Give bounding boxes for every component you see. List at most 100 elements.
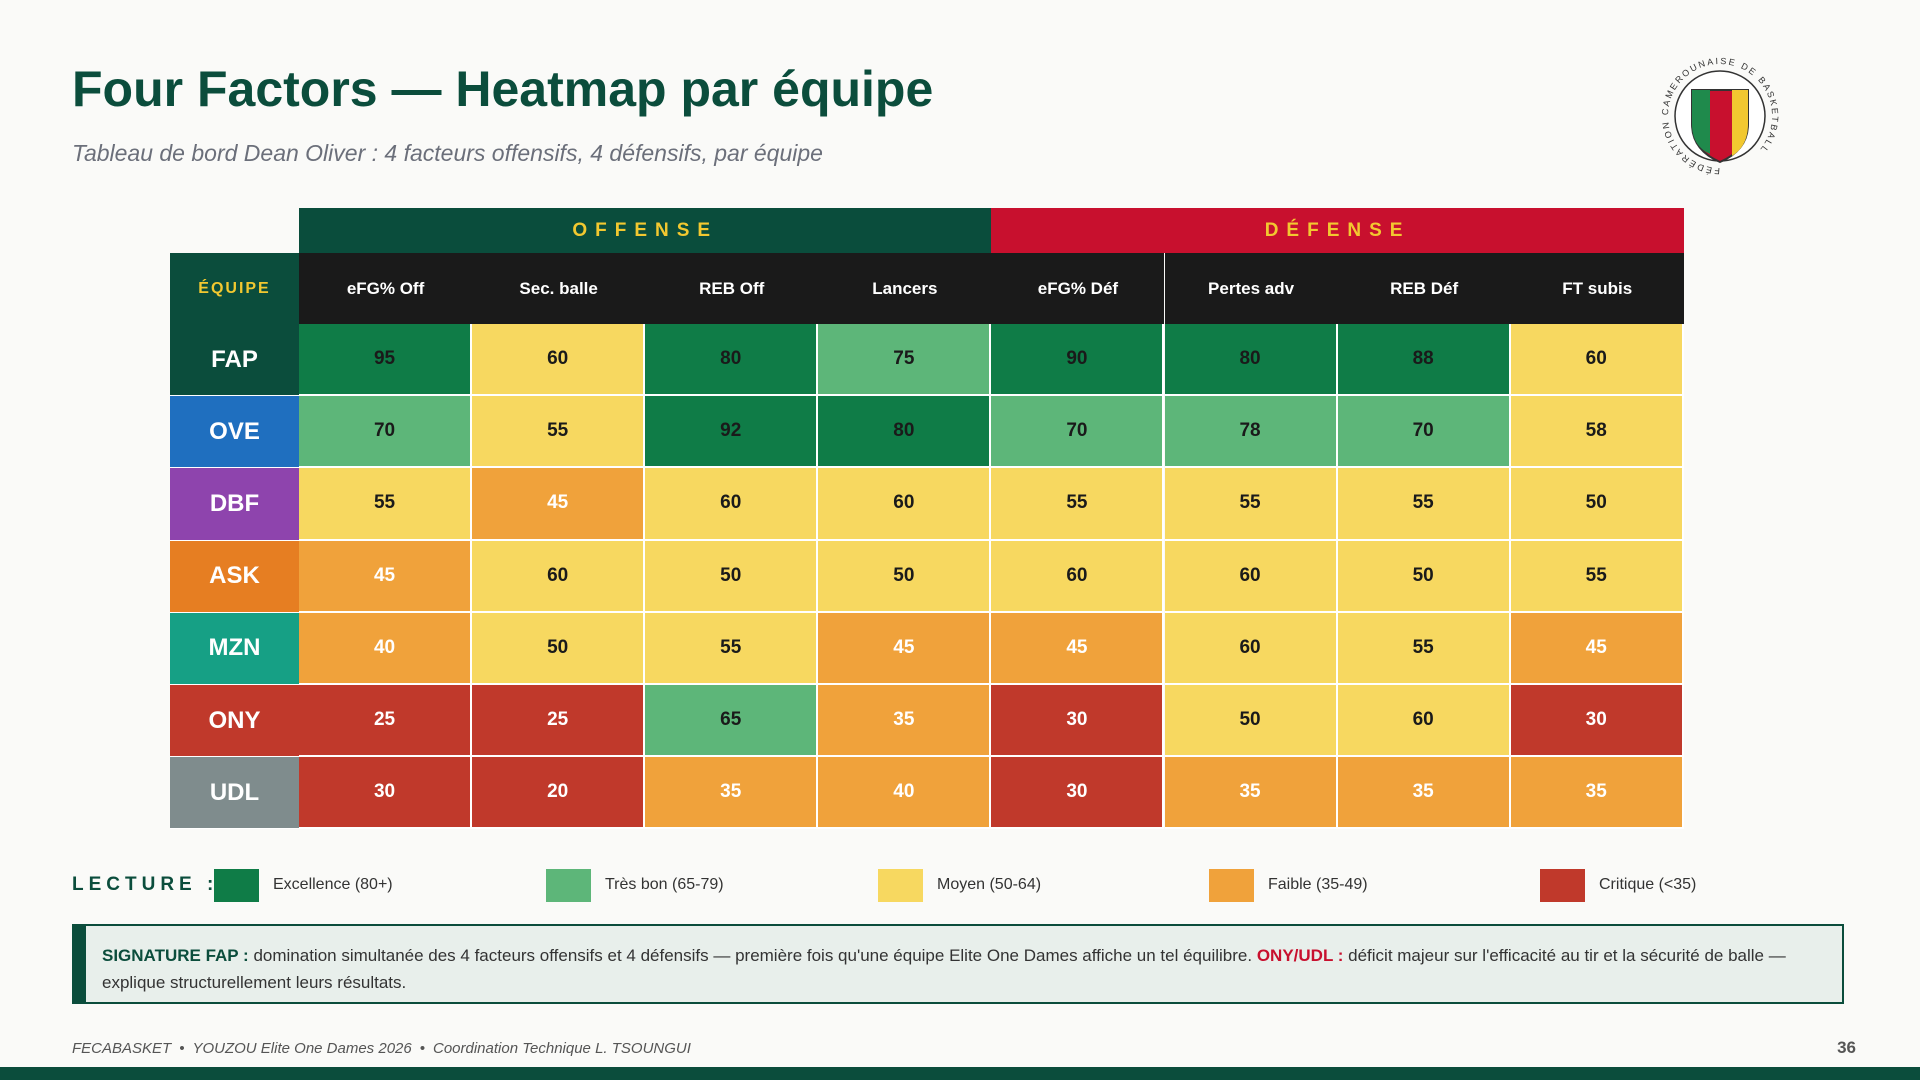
footer-text: FECABASKET: [72, 1040, 172, 1057]
column-header: FT subis: [1510, 253, 1684, 324]
legend-swatch: [1209, 869, 1254, 902]
heat-cell: 55: [1337, 468, 1511, 541]
column-header: Pertes adv: [1164, 253, 1338, 324]
heat-cell: 40: [299, 612, 473, 685]
heat-cell: 35: [1510, 757, 1684, 830]
heat-cell: 60: [1164, 612, 1338, 685]
heat-cell: 55: [1337, 612, 1511, 685]
note-text: domination simultanée des 4 facteurs off…: [253, 946, 1253, 965]
note-text: SIGNATURE FAP :: [102, 946, 249, 965]
footer: FECABASKET • YOUZOU Elite One Dames 2026 • C…: [72, 1040, 691, 1057]
heat-cell: 55: [991, 468, 1165, 541]
legend-swatch: [546, 869, 591, 902]
heat-cell: 80: [1164, 324, 1338, 397]
heat-cell: 35: [645, 757, 819, 830]
legend-label: Excellence (80+): [273, 876, 393, 893]
team-label: DBF: [170, 468, 299, 541]
heat-cell: 75: [818, 324, 992, 397]
heat-cell: 60: [472, 540, 646, 613]
group-header: OFFENSE: [299, 208, 992, 253]
heat-cell: 92: [645, 396, 819, 469]
footer-text: Coordination Technique L. TSOUNGUI: [433, 1040, 691, 1057]
heat-cell: 45: [299, 540, 473, 613]
subtitle: Tableau de bord Dean Oliver : 4 facteurs…: [72, 140, 823, 166]
column-header: Sec. balle: [472, 253, 646, 324]
heat-cell: 30: [1510, 685, 1684, 758]
separator: •: [419, 1040, 425, 1057]
heat-cell: 70: [299, 396, 473, 469]
corner-header: ÉQUIPE: [170, 253, 299, 324]
heat-cell: 60: [645, 468, 819, 541]
column-header: REB Off: [645, 253, 819, 324]
logo: FÉDÉRATION CAMEROUNAISE DE BASKETBALL: [1660, 56, 1778, 176]
team-label: OVE: [170, 396, 299, 469]
heat-cell: 60: [472, 324, 646, 397]
legend-label: Critique (<35): [1599, 876, 1697, 893]
heat-cell: 30: [299, 757, 473, 830]
team-label: MZN: [170, 612, 299, 685]
heat-cell: 65: [645, 685, 819, 758]
heat-cell: 35: [818, 685, 992, 758]
heat-cell: 60: [1510, 324, 1684, 397]
heat-cell: 45: [1510, 612, 1684, 685]
heat-cell: 50: [818, 540, 992, 613]
heat-cell: 60: [991, 540, 1165, 613]
heat-cell: 60: [1164, 540, 1338, 613]
heat-cell: 25: [472, 685, 646, 758]
footer-text: YOUZOU Elite One Dames 2026: [192, 1040, 412, 1057]
team-label: ASK: [170, 540, 299, 613]
heat-cell: 50: [472, 612, 646, 685]
heat-cell: 55: [472, 396, 646, 469]
heat-cell: 30: [991, 685, 1165, 758]
heat-cell: 95: [299, 324, 473, 397]
heat-cell: 55: [645, 612, 819, 685]
legend-swatch: [214, 869, 259, 902]
heat-cell: 45: [472, 468, 646, 541]
heat-cell: 60: [1337, 685, 1511, 758]
note-text: ONY/UDL :: [1256, 946, 1344, 965]
team-label: UDL: [170, 757, 299, 830]
team-label: ONY: [170, 685, 299, 758]
heat-cell: 90: [991, 324, 1165, 397]
legend-swatch: [878, 869, 923, 902]
heat-cell: 50: [1164, 685, 1338, 758]
team-label: FAP: [170, 324, 299, 397]
heat-cell: 30: [991, 757, 1165, 830]
note-box: SIGNATURE FAP : domination simultanée de…: [72, 924, 1844, 1004]
column-header: eFG% Off: [299, 253, 473, 324]
heat-cell: 35: [1337, 757, 1511, 830]
heat-cell: 45: [818, 612, 992, 685]
heat-cell: 40: [818, 757, 992, 830]
heat-cell: 20: [472, 757, 646, 830]
heat-cell: 55: [1510, 540, 1684, 613]
title: Four Factors — Heatmap par équipe: [72, 61, 934, 117]
heat-cell: 50: [1337, 540, 1511, 613]
column-header: REB Déf: [1337, 253, 1511, 324]
legend-label: Faible (35-49): [1268, 876, 1368, 893]
heat-cell: 80: [818, 396, 992, 469]
heat-cell: 70: [1337, 396, 1511, 469]
page-number: 36: [1837, 1038, 1856, 1057]
group-header: DÉFENSE: [991, 208, 1684, 253]
heat-cell: 60: [818, 468, 992, 541]
heat-cell: 78: [1164, 396, 1338, 469]
legend-title: LECTURE :: [72, 874, 219, 895]
heat-cell: 50: [1510, 468, 1684, 541]
legend-swatch: [1540, 869, 1585, 902]
legend-label: Moyen (50-64): [937, 876, 1042, 893]
heat-cell: 80: [645, 324, 819, 397]
bottom-bar: [0, 1067, 1920, 1080]
heat-cell: 45: [991, 612, 1165, 685]
heat-cell: 55: [1164, 468, 1338, 541]
heat-cell: 70: [991, 396, 1165, 469]
column-header: Lancers: [818, 253, 992, 324]
separator: •: [179, 1040, 185, 1057]
heat-cell: 25: [299, 685, 473, 758]
note-text: déficit majeur sur l'efficacité au tir e…: [102, 946, 1786, 992]
heat-cell: 58: [1510, 396, 1684, 469]
heat-cell: 88: [1337, 324, 1511, 397]
heat-cell: 35: [1164, 757, 1338, 830]
column-header: eFG% Déf: [991, 253, 1165, 324]
heat-cell: 50: [645, 540, 819, 613]
